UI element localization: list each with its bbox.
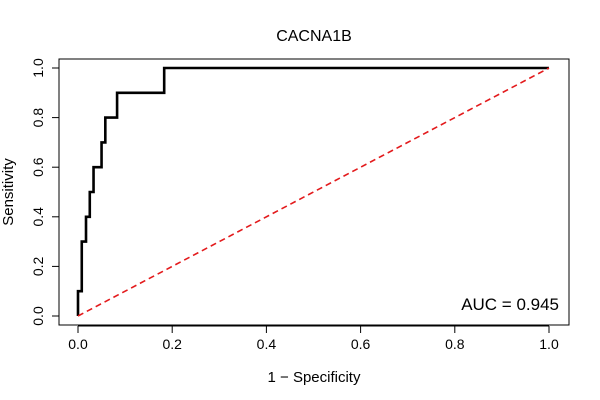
y-tick-label: 0.0: [30, 306, 46, 326]
x-tick-label: 0.4: [257, 336, 277, 352]
y-tick-label: 0.6: [30, 157, 46, 177]
x-tick-label: 0.6: [351, 336, 371, 352]
y-tick-label: 0.2: [30, 256, 46, 276]
auc-annotation: AUC = 0.945: [461, 295, 559, 314]
x-tick-label: 0.0: [68, 336, 88, 352]
y-tick-label: 0.8: [30, 108, 46, 128]
y-axis-label: Sensitivity: [0, 158, 17, 226]
x-axis-label: 1 − Specificity: [268, 369, 361, 386]
series-layer: [76, 66, 550, 317]
chance-diagonal-line: [77, 67, 550, 317]
y-tick-label: 1.0: [30, 58, 46, 78]
roc-curve-line: [76, 66, 549, 316]
x-axis: 0.0 0.2 0.4 0.6 0.8 1.0: [68, 325, 559, 352]
x-tick-label: 1.0: [539, 336, 559, 352]
y-tick-label: 0.4: [30, 207, 46, 227]
y-axis: 0.0 0.2 0.4 0.6 0.8 1.0: [30, 58, 60, 326]
x-tick-label: 0.2: [162, 336, 182, 352]
chart-title: CACNA1B: [276, 28, 352, 45]
x-tick-label: 0.8: [445, 336, 465, 352]
